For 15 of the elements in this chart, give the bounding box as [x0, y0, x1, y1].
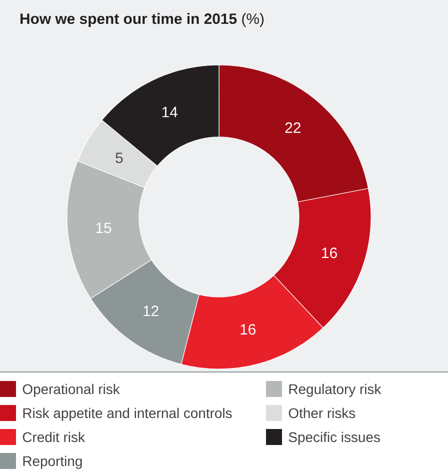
legend-label: Reporting	[23, 456, 82, 469]
data-label: 22	[285, 122, 300, 133]
data-label: 15	[96, 222, 112, 234]
chart-title: How we spent our time in 2015 (%)	[20, 13, 264, 27]
legend-label: Risk appetite and internal controls	[23, 408, 232, 421]
legend-label: Operational risk	[22, 384, 120, 397]
legend-label: Credit risk	[22, 432, 85, 442]
data-label: 12	[144, 306, 158, 316]
legend-label: Regulatory risk	[289, 384, 382, 397]
legend-label: Specific issues	[288, 432, 380, 445]
legend-label: Other risks	[288, 408, 356, 418]
data-label: 5	[116, 152, 123, 164]
data-label: 16	[240, 324, 256, 335]
data-label: 14	[162, 106, 178, 118]
data-label: 16	[322, 248, 337, 258]
